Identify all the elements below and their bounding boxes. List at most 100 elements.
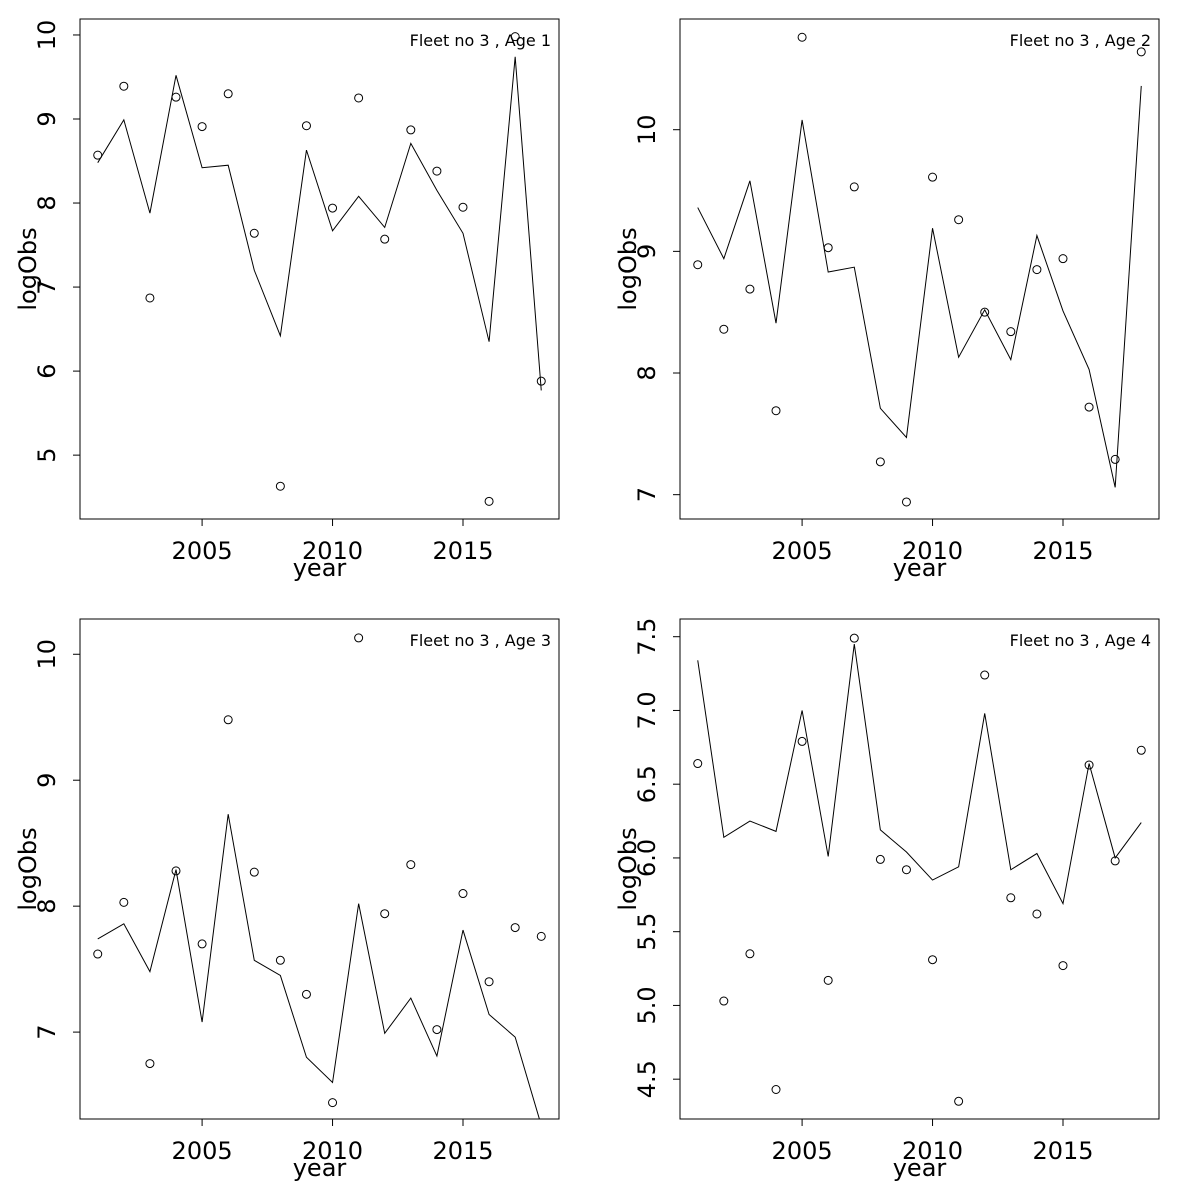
observation-point [536, 376, 546, 386]
observation-point [171, 866, 181, 876]
observation-point [1032, 265, 1042, 275]
x-tick-label: 2015 [432, 537, 493, 565]
observation-point [223, 715, 233, 725]
observation-point [1084, 760, 1094, 770]
x-tick-label: 2005 [772, 1137, 833, 1165]
observation-point [849, 633, 859, 643]
y-tick-label: 7.0 [633, 691, 661, 729]
x-tick-label: 2015 [1032, 1137, 1093, 1165]
observation-point [1006, 327, 1016, 337]
y-tick-label: 7 [33, 279, 61, 294]
observation-point [875, 457, 885, 467]
observation-point [249, 228, 259, 238]
y-tick-label: 6 [33, 363, 61, 378]
panel: 2005 2010 2015 7 8 9 10 year logObs Fleet no 3 , … [14, 618, 560, 1182]
observation-point [354, 633, 364, 643]
observation-point [458, 889, 468, 899]
observation-point [954, 1096, 964, 1106]
plot-frame [679, 618, 1160, 1120]
plot-area [693, 633, 1146, 1106]
x-axis-label: year [293, 1154, 347, 1182]
observation-point [119, 897, 129, 907]
observation-point [771, 1085, 781, 1095]
observation-point [928, 172, 938, 182]
y-axis-label: logObs [614, 827, 642, 910]
observation-point [406, 125, 416, 135]
observation-point [432, 1025, 442, 1035]
x-tick-label: 2005 [172, 537, 233, 565]
y-tick-label: 8 [633, 365, 661, 380]
y-tick-label: 5 [33, 447, 61, 462]
observation-point [171, 92, 181, 102]
annotation: Fleet no 3 , Age 3 [410, 631, 551, 650]
fit-line [697, 85, 1142, 488]
observation-point [484, 496, 494, 506]
observation-point [1006, 893, 1016, 903]
observation-point [745, 284, 755, 294]
observation-point [249, 867, 259, 877]
y-tick-label: 9 [33, 773, 61, 788]
observation-point [797, 32, 807, 42]
x-tick-label: 2015 [432, 1137, 493, 1165]
y-tick-label: 10 [33, 639, 61, 670]
observation-point [380, 234, 390, 244]
observation-point [797, 736, 807, 746]
y-tick-label: 9 [633, 244, 661, 259]
observation-point [380, 909, 390, 919]
panel: 2005 2010 2015 7 8 9 10 year logObs Fleet no 3 , … [614, 18, 1160, 582]
observation-point [301, 121, 311, 131]
observation-point [93, 949, 103, 959]
observation-point [197, 939, 207, 949]
fit-line [97, 56, 542, 391]
y-axis-label: logObs [614, 227, 642, 310]
observation-point [1058, 961, 1068, 971]
plot-frame [79, 18, 560, 520]
observation-point [1058, 254, 1068, 264]
y-axis-label: logObs [14, 227, 42, 310]
x-axis-label: year [893, 1154, 947, 1182]
observation-point [693, 759, 703, 769]
observation-point [823, 243, 833, 253]
observation-point [1136, 47, 1146, 57]
observation-point [354, 93, 364, 103]
y-tick-label: 8 [33, 195, 61, 210]
observation-point [406, 860, 416, 870]
observation-point [771, 406, 781, 416]
observation-point [275, 955, 285, 965]
y-tick-label: 7 [33, 1024, 61, 1039]
x-tick-label: 2010 [302, 537, 363, 565]
x-tick-label: 2010 [902, 537, 963, 565]
observation-point [536, 931, 546, 941]
observation-point [901, 865, 911, 875]
observation-point [510, 923, 520, 933]
x-axis-label: year [893, 554, 947, 582]
observation-point [719, 324, 729, 334]
observation-point [875, 854, 885, 864]
observation-point [1084, 402, 1094, 412]
observation-point [510, 32, 520, 42]
observation-point [823, 975, 833, 985]
x-tick-label: 2010 [302, 1137, 363, 1165]
observation-point [719, 996, 729, 1006]
y-tick-label: 5.0 [633, 986, 661, 1024]
observation-point [197, 122, 207, 132]
y-tick-label: 10 [633, 114, 661, 145]
observation-point [145, 293, 155, 303]
observation-point [1110, 454, 1120, 464]
observation-point [328, 1098, 338, 1108]
plot-area [693, 32, 1146, 507]
observation-point [901, 497, 911, 507]
y-axis-label: logObs [14, 827, 42, 910]
annotation: Fleet no 3 , Age 2 [1010, 31, 1151, 50]
y-tick-label: 4.5 [633, 1060, 661, 1098]
observation-point [145, 1059, 155, 1069]
y-tick-label: 7.5 [633, 618, 661, 656]
observation-point [301, 989, 311, 999]
observation-point [928, 955, 938, 965]
panel: 2005 2010 2015 5 6 7 8 9 10 year logObs Fleet no 3 … [14, 18, 560, 582]
y-tick-label: 5.5 [633, 913, 661, 951]
annotation: Fleet no 3 , Age 4 [1010, 631, 1151, 650]
observation-point [1136, 745, 1146, 755]
fit-line [697, 644, 1142, 906]
